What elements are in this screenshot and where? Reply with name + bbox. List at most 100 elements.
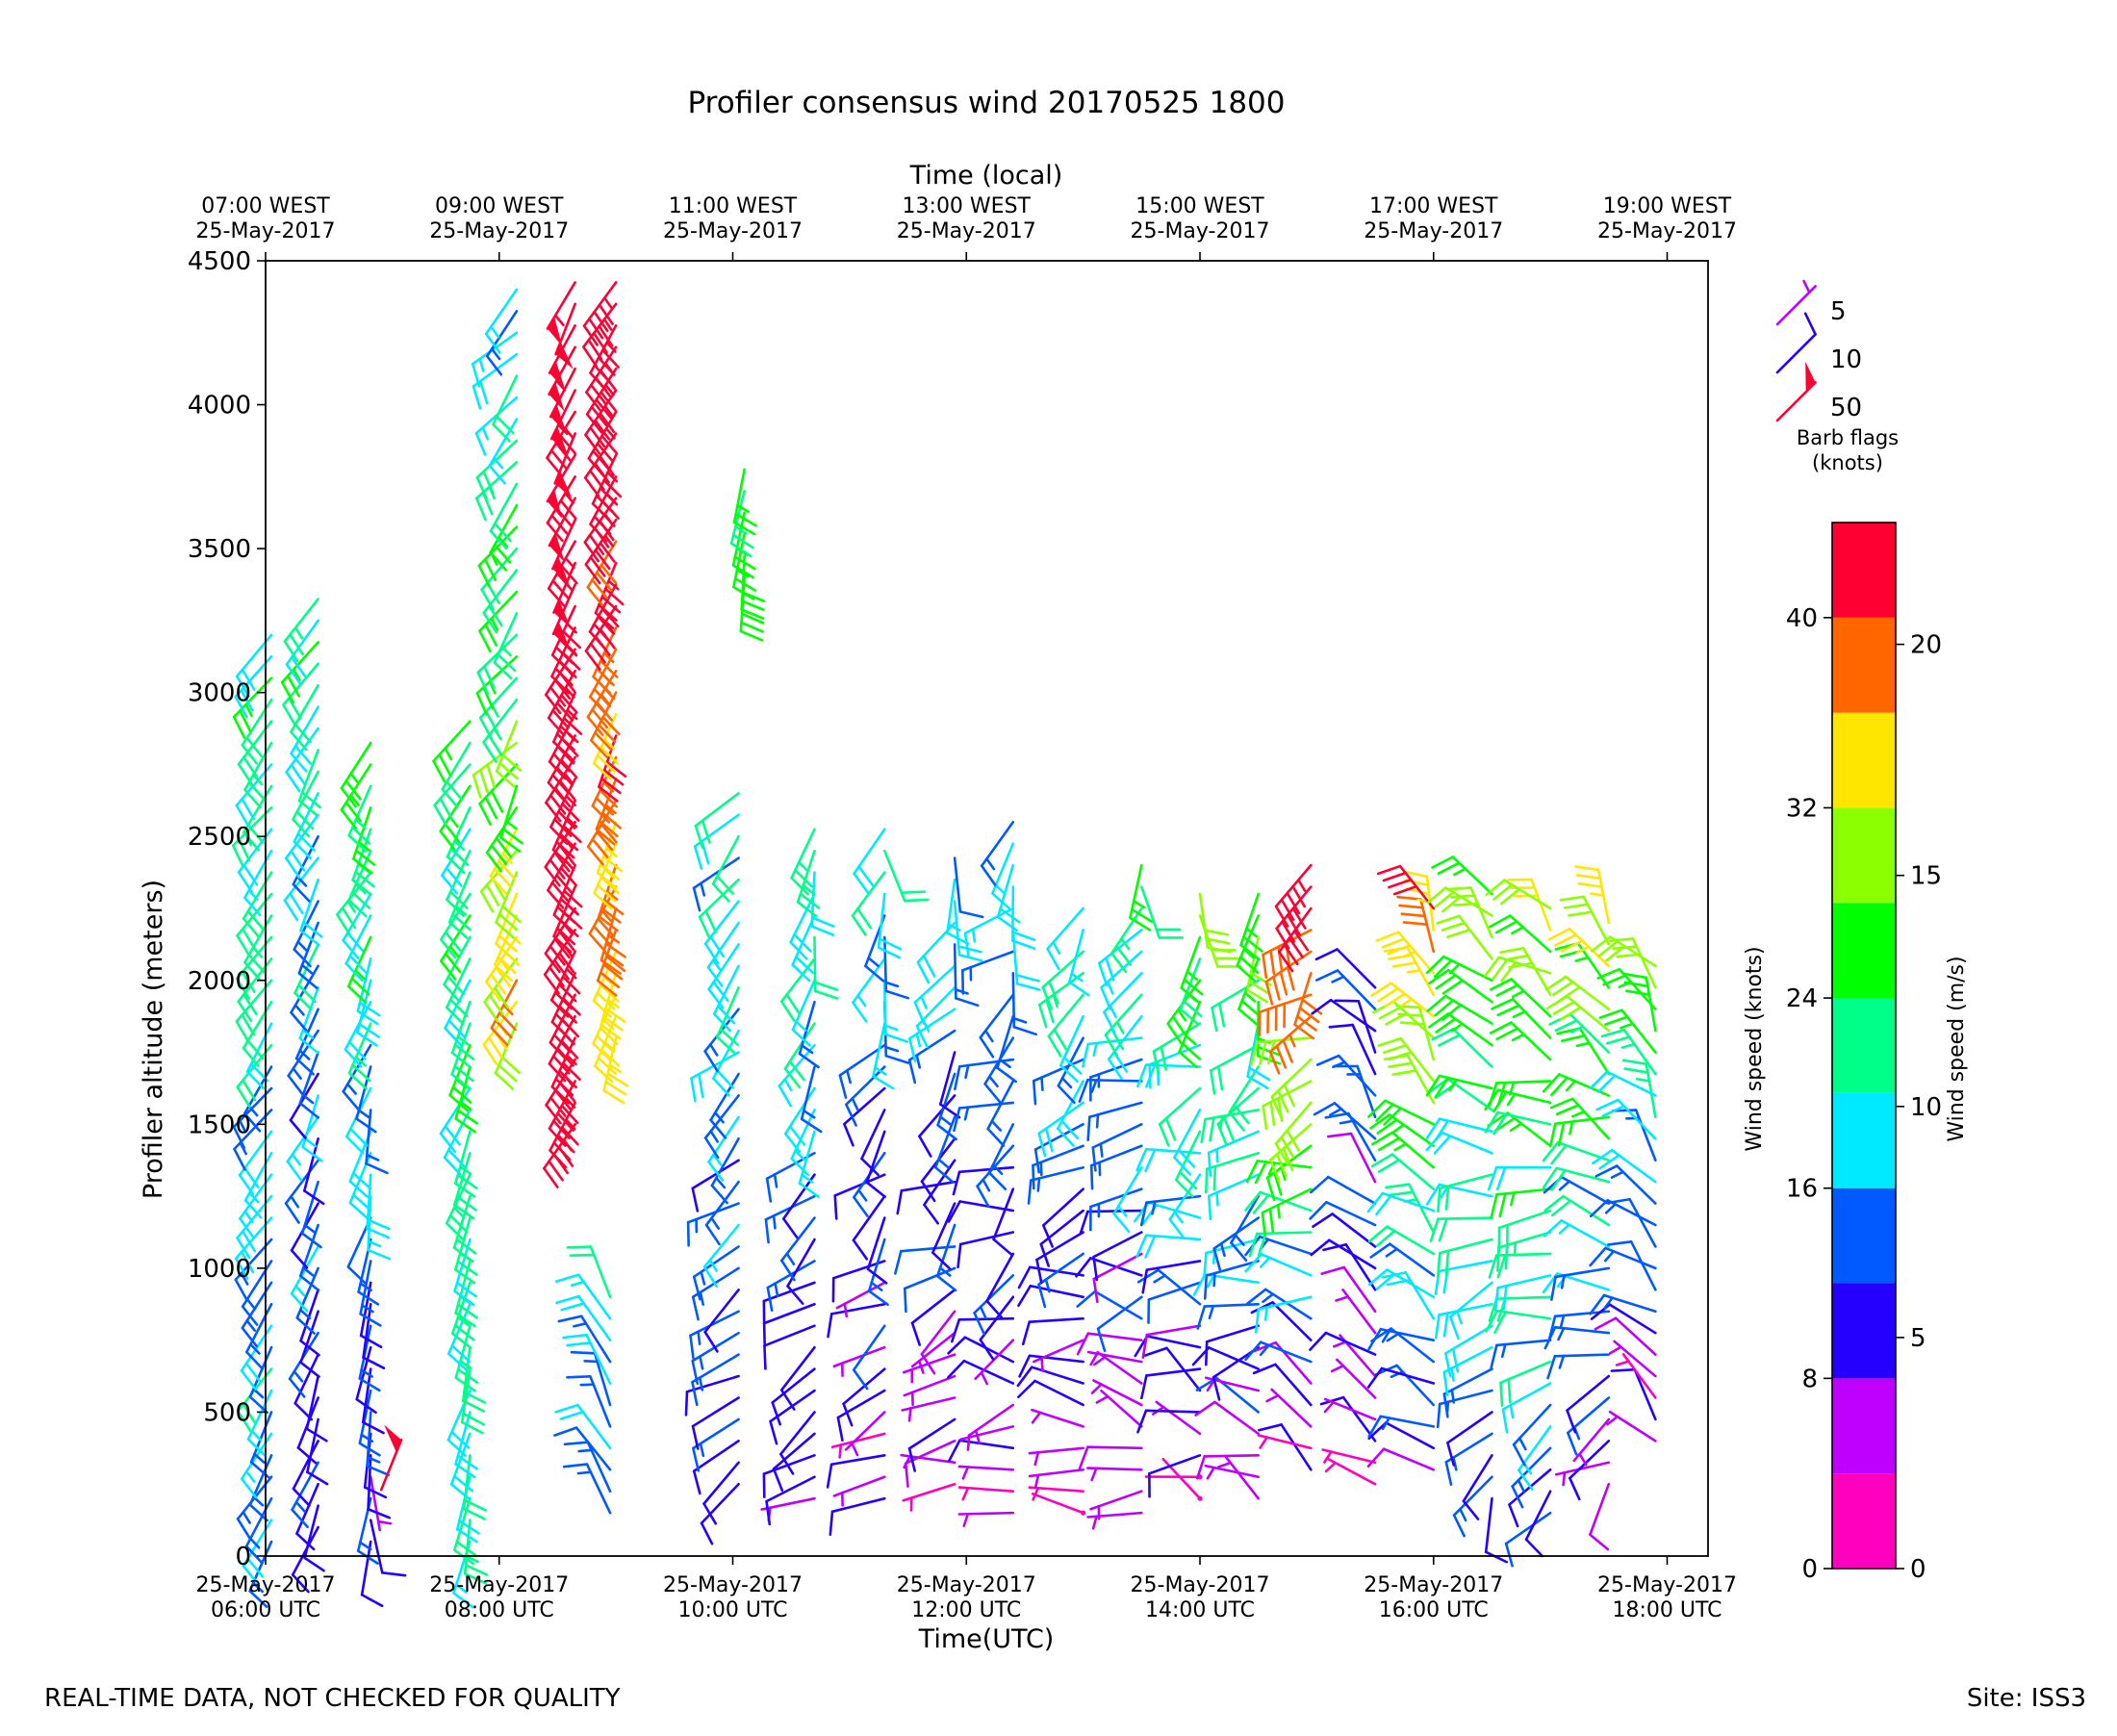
wind-barb: [711, 1074, 739, 1137]
wind-barb: [1111, 908, 1141, 972]
wind-barb: [1153, 1402, 1200, 1434]
y-tick-label: 3500: [188, 535, 251, 564]
chart-title: Profiler consensus wind 20170525 1800: [688, 86, 1286, 120]
wind-barb: [1030, 1488, 1084, 1500]
wind-barb: [1263, 930, 1312, 977]
colorbar-knot-label: 16: [1786, 1175, 1818, 1204]
wind-barb: [1267, 1390, 1312, 1426]
colorbar-bin: [1832, 1378, 1896, 1473]
y-tick-label: 3000: [188, 679, 251, 708]
top-tick-date-label: 25-May-2017: [1131, 219, 1270, 243]
wind-barb: [1032, 1410, 1083, 1426]
wind-barb: [1593, 1150, 1655, 1182]
wind-barb: [1337, 1289, 1376, 1333]
wind-barb: [1137, 1065, 1200, 1087]
wind-barb: [854, 1196, 884, 1259]
wind-barb: [1018, 1381, 1083, 1405]
wind-barb: [1526, 1492, 1550, 1556]
wind-barb: [1097, 1391, 1141, 1426]
wind-barb: [1018, 1367, 1084, 1386]
wind-barb: [307, 1419, 327, 1484]
top-tick-date-label: 25-May-2017: [1597, 219, 1737, 243]
wind-barb: [692, 1355, 738, 1405]
wind-barb: [830, 1498, 884, 1535]
wind-barb: [693, 1161, 739, 1212]
wind-barb: [1080, 1447, 1141, 1468]
wind-barb: [1200, 894, 1230, 952]
legend-subtitle: (knots): [1812, 451, 1883, 474]
wind-barb: [1322, 1267, 1375, 1312]
x-tick-date-label: 25-May-2017: [897, 1573, 1036, 1597]
wind-barb: [381, 1424, 401, 1490]
wind-barb: [300, 880, 321, 945]
wind-barb: [1212, 981, 1259, 1031]
colorbar-knot-label: 40: [1786, 604, 1818, 633]
wind-barbs: [233, 282, 1655, 1606]
wind-barb: [918, 923, 955, 983]
wind-barb: [1254, 1342, 1311, 1383]
wind-barb: [1428, 888, 1492, 916]
wind-barb: [1058, 1038, 1084, 1103]
top-tick-time-label: 15:00 WEST: [1135, 194, 1264, 218]
wind-barb: [1487, 1311, 1551, 1333]
wind-barb: [954, 1103, 1012, 1131]
wind-barb: [884, 981, 906, 1042]
wind-barb: [1130, 865, 1151, 930]
wind-barb: [1544, 1220, 1609, 1246]
wind-barb: [1196, 1402, 1259, 1434]
wind-barb: [1039, 973, 1083, 1027]
colorbar-ms-label: 20: [1910, 631, 1942, 660]
legend-title: Barb flags: [1797, 426, 1899, 449]
wind-barb: [1043, 952, 1084, 1008]
wind-barb: [1198, 1304, 1259, 1328]
wind-barb: [814, 937, 837, 999]
wind-barb: [1325, 1399, 1375, 1419]
wind-barb: [1146, 1474, 1203, 1479]
wind-barb: [1486, 1112, 1550, 1134]
wind-barb: [1591, 1248, 1656, 1268]
wind-barb: [1501, 1362, 1551, 1406]
wind-barb: [250, 1347, 271, 1413]
colorbar-ms-label: 0: [1910, 1555, 1926, 1584]
wind-barb: [1013, 930, 1039, 989]
wind-barb: [1497, 1233, 1550, 1271]
wind-barb: [367, 1110, 388, 1173]
y-axis-label: Profiler altitude (meters): [139, 880, 168, 1199]
wind-barb: [1160, 1088, 1200, 1145]
y-tick-label: 0: [235, 1543, 251, 1571]
wind-barb: [704, 1463, 739, 1524]
wind-barb: [1438, 916, 1492, 958]
wind-barb: [1218, 1456, 1258, 1498]
wind-barb: [1369, 1423, 1434, 1448]
wind-barb: [1023, 1318, 1083, 1344]
colorbar-ms-label: 10: [1910, 1093, 1942, 1122]
wind-barb: [846, 1067, 884, 1126]
colorbar-bin: [1832, 1284, 1896, 1379]
x-tick-date-label: 25-May-2017: [1364, 1573, 1503, 1597]
wind-barb: [556, 1275, 610, 1318]
top-tick-date-label: 25-May-2017: [1364, 219, 1503, 243]
wind-barb: [766, 1196, 815, 1242]
wind-barb: [1492, 1340, 1551, 1368]
colorbar-bin: [1832, 1093, 1896, 1188]
wind-barb: [1080, 1080, 1141, 1101]
colorbar-knots-label: Wind speed (knots): [1743, 946, 1767, 1151]
wind-barb: [955, 858, 982, 917]
wind-barb: [959, 1467, 1013, 1479]
wind-barb: [1499, 1211, 1550, 1251]
wind-barb: [1230, 1067, 1259, 1131]
y-tick-label: 1000: [188, 1255, 251, 1284]
wind-barb: [884, 1002, 907, 1062]
wind-barb: [1397, 897, 1433, 952]
wind-barb: [978, 1146, 1013, 1207]
wind-barb: [1545, 1327, 1609, 1348]
x-tick-time-label: 18:00 UTC: [1613, 1598, 1722, 1622]
wind-barb: [1518, 1426, 1550, 1489]
legend-barb: [1777, 362, 1816, 421]
top-tick-date-label: 25-May-2017: [429, 219, 569, 243]
wind-barb: [1376, 1366, 1434, 1405]
wind-barb: [1444, 1347, 1492, 1395]
wind-barb: [1428, 996, 1492, 1024]
